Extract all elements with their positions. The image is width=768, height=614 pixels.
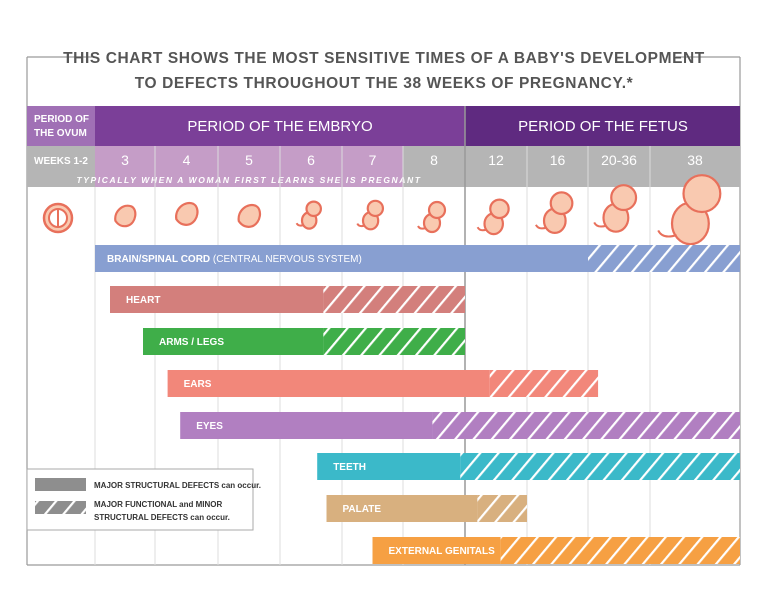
bar-major-segment xyxy=(326,495,478,522)
bar-minor-segment xyxy=(432,412,740,439)
bar-major-segment xyxy=(372,537,501,564)
bar-label: ARMS / LEGS xyxy=(159,337,224,348)
bar-minor-segment xyxy=(477,495,527,522)
fetus-icon xyxy=(593,184,638,233)
embryo-icon xyxy=(417,200,447,234)
chart-title-line-2: TO DEFECTS THROUGHOUT THE 38 WEEKS OF PR… xyxy=(135,75,634,92)
bar-major-segment xyxy=(167,370,490,397)
legend-hatched-label-2: STRUCTURAL DEFECTS can occur. xyxy=(94,513,230,522)
bar-palate: PALATE xyxy=(326,495,527,522)
week-column-label: 8 xyxy=(430,152,438,168)
week-column-label: 20-36 xyxy=(601,152,637,168)
legend-hatched-swatch xyxy=(35,501,86,514)
period-ovum-label-1: PERIOD OF xyxy=(34,114,89,125)
period-fetus-label: PERIOD OF THE FETUS xyxy=(518,118,688,135)
bar-major-segment xyxy=(180,412,433,439)
bar-minor-segment xyxy=(460,453,740,480)
ovum-icon xyxy=(42,202,74,234)
weeks-label: WEEKS 1-2 xyxy=(34,156,88,167)
bar-heart: HEART xyxy=(110,286,465,313)
period-ovum-label-2: THE OVUM xyxy=(34,128,87,139)
embryo-icon xyxy=(114,204,137,228)
bar-teeth: TEETH xyxy=(317,453,740,480)
week-column-label: 5 xyxy=(245,152,253,168)
bar-minor-segment xyxy=(489,370,599,397)
bar-minor-segment xyxy=(323,328,465,355)
legend-solid-label: MAJOR STRUCTURAL DEFECTS can occur. xyxy=(94,481,261,490)
bar-major-segment xyxy=(143,328,324,355)
bar-label: EYES xyxy=(196,421,223,432)
bar-arms-legs: ARMS / LEGS xyxy=(143,328,465,355)
period-embryo-header xyxy=(95,106,465,146)
bar-minor-segment xyxy=(588,245,740,272)
week-column-label: 6 xyxy=(307,152,315,168)
bar-label: HEART xyxy=(126,295,160,306)
bar-label: EXTERNAL GENITALS xyxy=(389,546,496,557)
bar-eyes: EYES xyxy=(180,412,740,439)
week-column-label: 12 xyxy=(488,152,504,168)
embryo-icon xyxy=(237,203,262,228)
bar-external-genitals: EXTERNAL GENITALS xyxy=(372,537,740,564)
legend-hatched-label-1: MAJOR FUNCTIONAL and MINOR xyxy=(94,500,223,509)
period-embryo-label: PERIOD OF THE EMBRYO xyxy=(187,118,372,135)
period-ovum-header xyxy=(27,106,95,146)
fetus-icon xyxy=(535,191,574,235)
bar-label: BRAIN/SPINAL CORD (CENTRAL NERVOUS SYSTE… xyxy=(107,254,362,265)
pregnant-note: TYPICALLY WHEN A WOMAN FIRST LEARNS SHE … xyxy=(76,175,421,185)
legend: MAJOR STRUCTURAL DEFECTS can occur. MAJO… xyxy=(26,468,261,531)
embryo-icon xyxy=(356,199,385,231)
week-column-label: 16 xyxy=(550,152,566,168)
bar-brain-spinal-cord: BRAIN/SPINAL CORD (CENTRAL NERVOUS SYSTE… xyxy=(95,245,740,272)
embryo-icon xyxy=(295,200,322,230)
bar-ears: EARS xyxy=(167,370,599,397)
week-column-label: 4 xyxy=(183,152,191,168)
bar-sublabel: (CENTRAL NERVOUS SYSTEM) xyxy=(210,254,362,265)
bar-label: PALATE xyxy=(343,504,382,515)
week-column-label: 7 xyxy=(369,152,377,168)
bar-minor-segment xyxy=(323,286,465,313)
bar-minor-segment xyxy=(500,537,740,564)
bar-label: TEETH xyxy=(333,462,366,473)
fetus-icon xyxy=(476,198,510,236)
bar-major-segment xyxy=(110,286,324,313)
legend-solid-swatch xyxy=(35,478,86,491)
fetus-icon xyxy=(657,174,722,246)
pregnant-note-band xyxy=(95,146,403,187)
week-column-label: 38 xyxy=(687,152,703,168)
embryo-icon xyxy=(175,201,199,226)
bar-major-segment xyxy=(95,245,588,272)
chart-title-line-1: THIS CHART SHOWS THE MOST SENSITIVE TIME… xyxy=(63,50,705,67)
bar-label: EARS xyxy=(184,379,212,390)
week-column-label: 3 xyxy=(121,152,129,168)
bar-major-segment xyxy=(317,453,461,480)
period-fetus-header xyxy=(465,106,740,146)
